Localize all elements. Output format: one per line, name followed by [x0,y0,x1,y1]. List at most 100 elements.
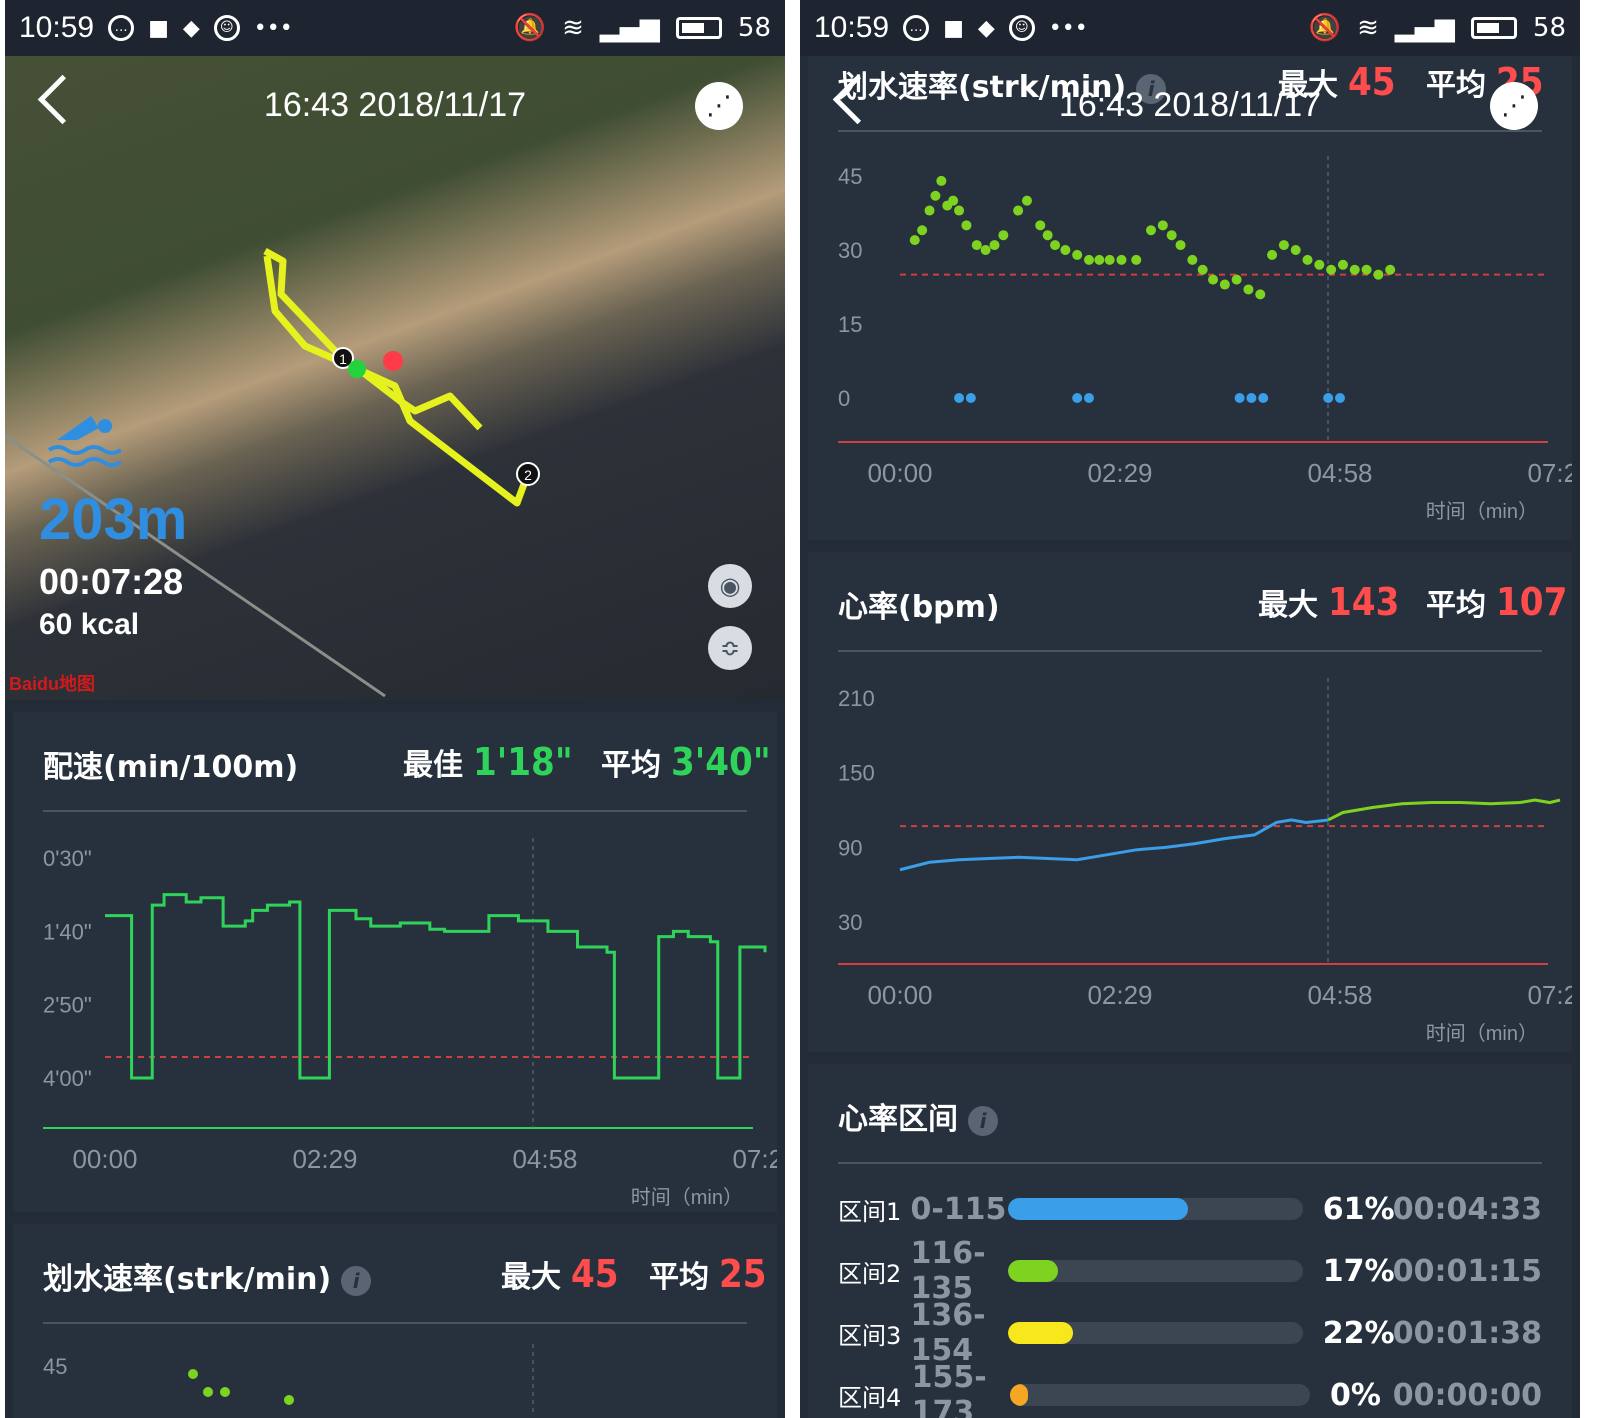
pace-title: 配速(min/100m) [43,750,299,785]
heart-series-blue [899,818,1329,872]
alarm-icon: 🔕 [1308,13,1342,43]
app-icon: ☺ [213,15,240,41]
stroke-point [284,1395,294,1405]
x-tick-label: 02:29 [1087,980,1152,1010]
y-tick: 45 [43,1354,67,1379]
pace-best-value: 1'18" [473,740,573,784]
end-marker[interactable] [383,351,403,371]
zone-bar-fill [1007,1260,1058,1282]
heart-max-value: 143 [1328,580,1400,624]
stroke-point [954,393,965,403]
stroke-max-label-left: 最大 [501,1260,561,1295]
stroke-point [1094,254,1105,265]
stroke-point [1234,393,1245,403]
marker-2[interactable] [516,462,540,486]
status-time: 10:59 [19,11,95,44]
x-tick-label: 02:29 [292,1144,357,1174]
stroke-avg-value-left: 25 [719,1252,767,1296]
x-tick-label: 04:58 [512,1144,577,1174]
marker-1[interactable] [332,347,354,369]
stroke-avg-label: 平均 [1426,68,1486,103]
x-tick-label: 04:58 [1307,458,1372,488]
stroke-point [220,1387,230,1397]
stroke-point [1349,264,1360,275]
info-icon[interactable]: i [968,1105,998,1136]
x-tick-label: 07:27 [1527,980,1572,1010]
stroke-point [1116,254,1127,265]
page-title-right: 16:43 2018/11/17 [1058,86,1322,124]
stroke-point [1131,254,1142,265]
stroke-point [1337,259,1348,270]
stroke-point [917,225,928,236]
app-icon: ☺ [1008,15,1035,41]
tieba-icon: ■ [943,15,964,41]
stroke-point [1243,284,1254,295]
zone-bar-fill [1010,1384,1029,1406]
map-overlay: 1 2 [5,247,540,698]
heart-avg-label: 平均 [1426,588,1486,623]
zone-row: 区间2 116-135 17% 00:01:15 [838,1236,1542,1306]
status-time-right: 10:59 [814,11,890,44]
zones-card: 心率区间 i 区间1 0-115 61% 00:04:33 区间2 116-135 17% 00… [808,1064,1572,1418]
zone-bar [1007,1322,1303,1344]
stroke-point [948,195,959,206]
zone-bar [1007,1198,1303,1220]
signal-icon: ▂▄▆ [1394,13,1455,43]
stroke-card-left: 划水速率(strk/min) i 最大 45 平均 25 45 [13,1224,777,1418]
stroke-divider-left [43,1322,747,1324]
battery-icon [1470,17,1517,39]
y-tick-label: 45 [838,164,862,189]
page-title: 16:43 2018/11/17 [263,86,527,124]
route-path-b [263,255,531,507]
zone-row: 区间1 0-115 61% 00:04:33 [838,1184,1542,1234]
stroke-point [930,190,941,201]
stroke-avg-left: 平均 25 [649,1252,767,1296]
route-map[interactable]: 1 2 203m 00:07:28 60 kcal Baidu地图 ◉ ≎ [5,56,785,700]
stroke-title: 划水速率(strk/min) i [838,62,1167,106]
baidu-logo: Baidu地图 [9,674,96,694]
stroke-chart[interactable]: 45 30 15 0 00:00 02:29 04:58 07:27 时间（min） [808,136,1572,536]
heart-chart[interactable]: 210 150 90 30 00:00 02:29 04:58 07:27 时间（min） [808,658,1572,1048]
wifi-icon: ≋ [562,13,584,43]
signal-icon: ▂▄▆ [599,13,660,43]
y-tick-label: 1'40" [43,919,92,944]
info-icon[interactable]: i [1136,73,1167,104]
pace-best: 最佳 1'18" [403,740,573,784]
stroke-point [1021,195,1032,206]
stroke-max-value: 45 [1348,60,1396,104]
map-road [5,434,386,698]
status-bar: 10:59 … ■ ◆ ☺ ••• 🔕 ≋ ▂▄▆ 58 [5,0,785,56]
zone-label: 区间1 [838,1197,902,1226]
stroke-point [1302,254,1313,265]
pace-avg-value: 3'40" [671,740,771,784]
zone-label: 区间4 [838,1383,902,1412]
stroke-point [1219,279,1230,290]
stroke-point [1083,254,1094,265]
stroke-point [1385,264,1396,275]
zone-bar [1010,1384,1310,1406]
heart-title: 心率(bpm) [838,590,1000,625]
zone-row: 区间4 155-173 0% 00:00:00 [838,1360,1542,1418]
zone-duration: 00:04:33 [1392,1191,1542,1227]
share-icon[interactable]: ⋰ [1490,82,1538,130]
pace-series-line [105,893,767,1080]
stroke-point [965,393,976,403]
stroke-point [1231,274,1242,285]
chat-icon: … [903,15,930,41]
pace-chart[interactable]: 0'30" 1'40" 2'50" 4'00" 00:00 02:29 04:58 07:27… [13,818,777,1208]
heart-card: 心率(bpm) 最大 143 平均 107 210 150 90 30 00:00 02:29… [808,552,1572,1052]
zone-percent: 61% [1322,1191,1395,1227]
stroke-point [188,1369,198,1379]
start-marker[interactable] [348,360,366,378]
layers-icon[interactable]: ≎ [708,626,752,670]
x-tick-label: 04:58 [1307,980,1372,1010]
x-axis-unit: 时间（min） [1426,1022,1538,1045]
y-tick-label: 150 [838,761,875,786]
info-icon[interactable]: i [341,1265,372,1296]
stroke-point [1072,393,1083,403]
zone-percent: 0% [1329,1377,1381,1413]
share-icon[interactable]: ⋰ [695,82,743,130]
zones-title: 心率区间 i [838,1094,998,1138]
zones-divider [838,1162,1542,1164]
eye-icon[interactable]: ◉ [708,564,752,608]
